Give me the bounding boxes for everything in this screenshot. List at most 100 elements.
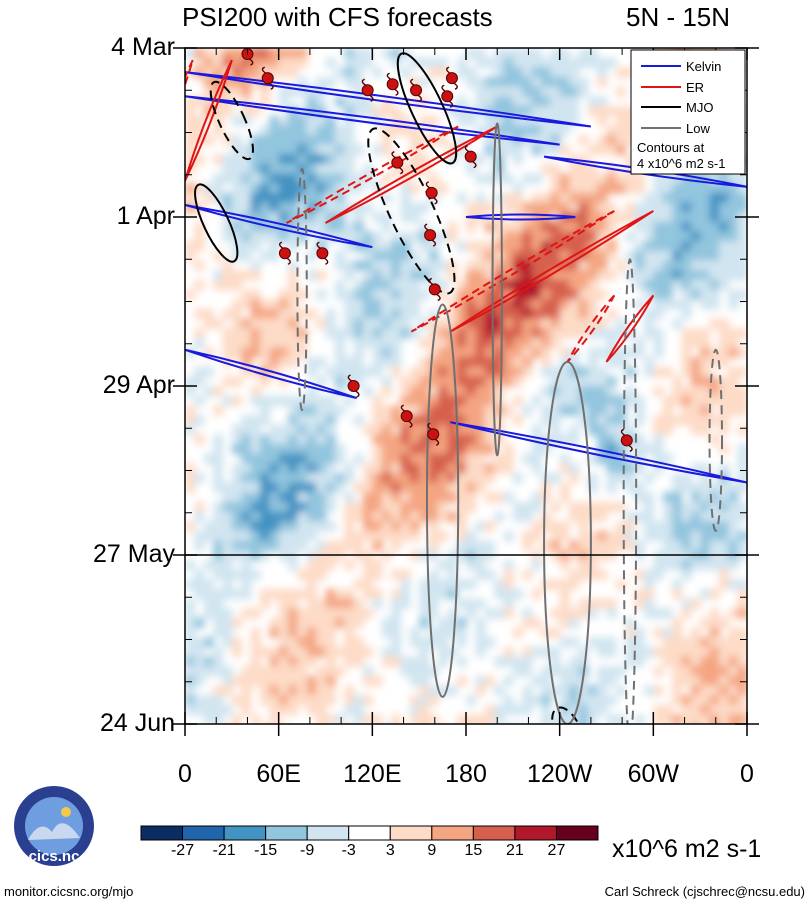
field-cell — [353, 530, 364, 542]
field-cell — [531, 67, 542, 78]
field-cell — [400, 521, 411, 532]
field-cell — [512, 328, 524, 339]
field-cell — [569, 192, 580, 204]
field-cell — [194, 134, 205, 146]
field-cell — [531, 270, 542, 281]
field-cell — [241, 501, 252, 513]
field-cell — [625, 463, 636, 474]
field-cell — [559, 482, 571, 494]
field-cell — [222, 724, 232, 735]
field-cell — [250, 530, 261, 542]
field-cell — [550, 86, 561, 98]
field-cell — [241, 695, 252, 706]
field-cell — [634, 443, 645, 455]
field-cell — [278, 704, 290, 716]
field-cell — [325, 608, 336, 619]
legend-low-label: Low — [686, 121, 710, 136]
field-cell — [381, 125, 393, 136]
field-cell — [419, 260, 430, 272]
field-cell — [494, 231, 505, 243]
field-cell — [531, 289, 542, 301]
field-cell — [344, 125, 355, 136]
field-cell — [718, 569, 730, 581]
field-cell — [437, 386, 449, 397]
field-cell — [316, 492, 327, 503]
field-cell — [653, 183, 664, 194]
field-cell — [728, 395, 739, 407]
field-cell — [475, 347, 486, 359]
tropical-cyclone-icon — [316, 241, 329, 265]
colorbar-tick-label: -9 — [300, 842, 315, 859]
field-cell — [643, 221, 655, 233]
field-cell — [690, 231, 702, 243]
field-cell — [400, 463, 411, 474]
field-cell — [475, 250, 486, 262]
field-cell — [569, 617, 580, 629]
field-cell — [297, 414, 308, 426]
field-cell — [353, 617, 364, 629]
field-cell — [288, 530, 299, 542]
field-cell — [372, 105, 383, 117]
field-cell — [540, 366, 552, 378]
field-cell — [700, 501, 711, 513]
field-cell — [306, 501, 318, 513]
field-cell — [325, 501, 336, 513]
field-cell — [316, 511, 327, 523]
field-cell — [700, 241, 711, 252]
field-cell — [381, 627, 393, 639]
field-cell — [690, 414, 702, 426]
field-cell — [297, 627, 308, 639]
field-cell — [484, 250, 496, 262]
field-cell — [662, 183, 674, 194]
field-cell — [531, 76, 542, 88]
field-cell — [587, 144, 599, 156]
field-cell — [428, 482, 439, 494]
field-cell — [606, 501, 617, 513]
field-cell — [681, 221, 692, 233]
field-cell — [447, 308, 458, 320]
field-cell — [203, 76, 215, 88]
field-cell — [438, 724, 448, 735]
field-cell — [662, 299, 674, 310]
field-cell — [662, 646, 674, 658]
field-cell — [231, 212, 243, 223]
field-cell — [288, 125, 299, 136]
field-cell — [306, 569, 318, 581]
field-cell — [362, 482, 374, 494]
field-cell — [531, 86, 542, 98]
field-cell — [503, 724, 513, 735]
field-cell — [587, 270, 599, 281]
field-cell — [316, 241, 327, 252]
field-cell — [334, 154, 346, 165]
field-cell — [606, 395, 617, 407]
field-cell — [325, 366, 336, 378]
field-cell — [606, 414, 617, 426]
field-cell — [316, 675, 327, 687]
field-cell — [737, 511, 747, 523]
field-cell — [419, 463, 430, 474]
field-cell — [231, 76, 243, 88]
field-cell — [475, 289, 486, 301]
field-cell — [615, 105, 627, 117]
field-cell — [559, 685, 571, 697]
field-cell — [437, 337, 449, 349]
field-cell — [681, 183, 692, 194]
field-cell — [484, 366, 496, 378]
field-cell — [597, 637, 608, 648]
field-cell — [222, 154, 233, 165]
tropical-cyclone-icon — [464, 144, 477, 169]
colorbar-tick-label: 9 — [427, 842, 437, 859]
field-cell — [512, 704, 524, 716]
field-cell — [344, 328, 355, 339]
field-cell — [681, 279, 692, 291]
field-cell — [700, 492, 711, 503]
field-cell — [690, 337, 702, 349]
field-cell — [672, 695, 683, 706]
field-cell — [278, 163, 290, 175]
field-cell — [578, 202, 589, 214]
field-cell — [737, 714, 747, 724]
field-cell — [531, 521, 542, 532]
field-cell — [278, 637, 290, 648]
field-cell — [222, 521, 233, 532]
field-cell — [344, 231, 355, 243]
